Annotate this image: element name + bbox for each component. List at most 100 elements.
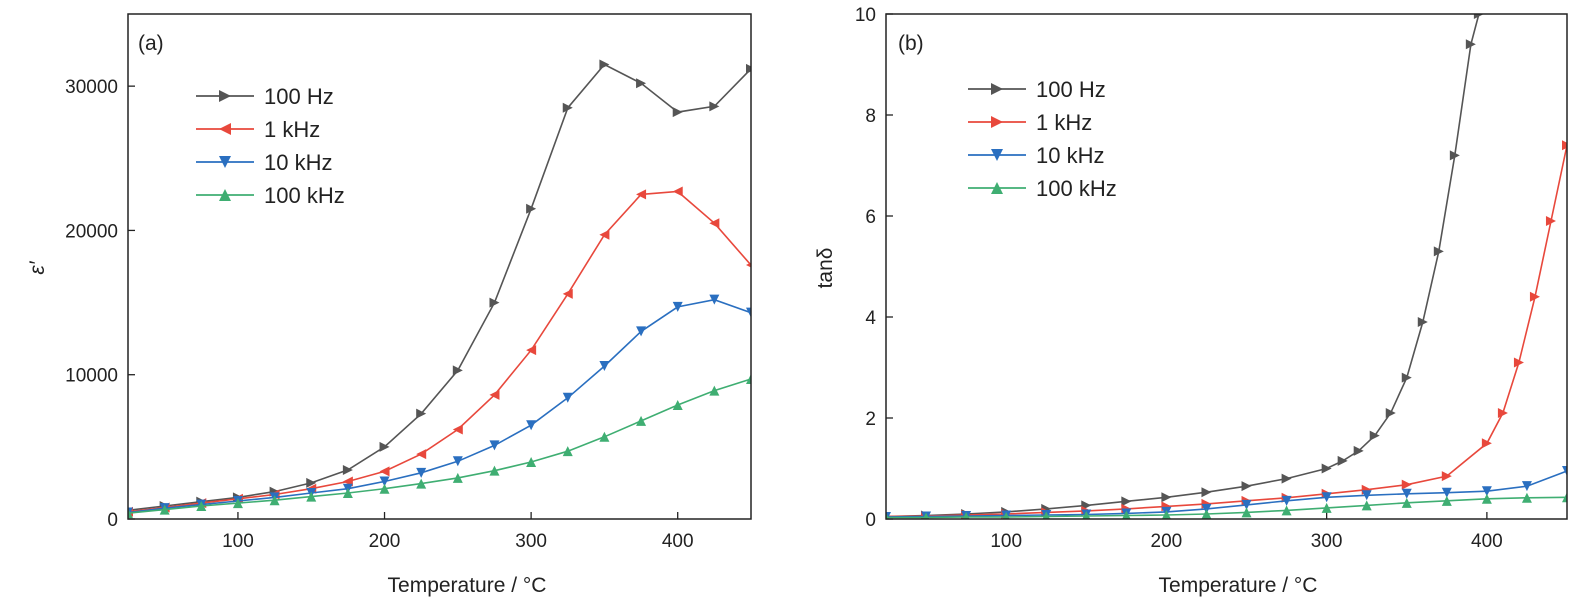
data-point-100-khz bbox=[922, 512, 930, 519]
data-point-100-khz bbox=[636, 415, 647, 426]
data-point-100-khz bbox=[196, 501, 207, 512]
data-point-100-hz bbox=[1417, 317, 1428, 328]
panel-a-ylabel: ε′ bbox=[26, 260, 49, 274]
y-tick-label: 2 bbox=[865, 409, 876, 430]
legend-marker-100-khz bbox=[219, 189, 231, 201]
y-tick-label: 20000 bbox=[65, 221, 118, 242]
data-point-10-khz bbox=[1441, 487, 1452, 498]
legend-label-100-khz: 100 kHz bbox=[264, 183, 345, 208]
data-point-100-khz bbox=[962, 511, 970, 519]
y-tick-label: 10000 bbox=[65, 366, 118, 387]
data-point-10-khz bbox=[1521, 481, 1532, 492]
legend-marker-100-khz bbox=[991, 182, 1003, 194]
data-point-100-hz bbox=[1385, 407, 1396, 418]
panel-b-series bbox=[886, 14, 1567, 519]
legend-label-10-khz: 10 kHz bbox=[1036, 143, 1104, 168]
legend-marker-1-khz bbox=[991, 116, 1003, 128]
data-point-100-hz bbox=[672, 107, 683, 118]
data-point-100-hz bbox=[1201, 487, 1212, 498]
data-point-100-khz bbox=[416, 478, 427, 489]
data-point-10-khz bbox=[526, 420, 537, 431]
data-point-10-khz bbox=[562, 392, 573, 403]
data-point-1-khz bbox=[599, 229, 610, 240]
data-point-100-khz bbox=[599, 431, 610, 442]
legend-marker-100-hz bbox=[219, 90, 231, 102]
data-point-100-khz bbox=[1521, 492, 1532, 503]
data-point-100-hz bbox=[1433, 246, 1444, 257]
data-point-1-khz bbox=[1441, 471, 1452, 482]
legend-label-100-khz: 100 kHz bbox=[1036, 176, 1117, 201]
data-point-100-khz bbox=[562, 446, 573, 457]
panel-a: (a) Temperature / °C ε′ 100 200 300 4000100… bbox=[26, 13, 752, 597]
y-tick-label: 10 bbox=[855, 5, 876, 26]
legend-marker-10-khz bbox=[991, 149, 1003, 161]
x-tick-label: 200 bbox=[1151, 531, 1183, 552]
data-point-1-khz bbox=[452, 424, 463, 435]
data-point-100-khz bbox=[159, 504, 170, 515]
data-point-1-khz bbox=[562, 288, 573, 299]
data-point-100-khz bbox=[1321, 502, 1332, 513]
data-point-100-hz bbox=[1337, 455, 1348, 466]
data-point-100-hz bbox=[746, 63, 751, 74]
y-tick-label: 30000 bbox=[65, 77, 118, 98]
data-point-100-khz bbox=[342, 488, 353, 499]
y-tick-label: 6 bbox=[865, 207, 876, 228]
data-point-1-khz bbox=[1529, 291, 1540, 302]
panel-b-label: (b) bbox=[898, 32, 924, 55]
data-point-100-hz bbox=[1281, 473, 1292, 484]
data-point-100-khz bbox=[232, 498, 243, 509]
panel-b-xlabel: Temperature / °C bbox=[1159, 574, 1318, 597]
legend-marker-1-khz bbox=[219, 123, 231, 135]
panel-b: (b) Temperature / °C tanδ 100 200 300 400 0 2… bbox=[814, 5, 1568, 597]
data-point-10-khz bbox=[1281, 495, 1292, 506]
series-line-1-khz bbox=[886, 145, 1567, 518]
y-tick-label: 4 bbox=[865, 308, 876, 329]
data-point-100-hz bbox=[1241, 481, 1252, 492]
series-line-100-khz bbox=[128, 378, 751, 514]
panel-b-ylabel: tanδ bbox=[814, 248, 837, 289]
data-point-10-khz bbox=[1321, 492, 1332, 503]
data-point-10-khz bbox=[1361, 490, 1372, 501]
data-point-1-khz bbox=[1545, 216, 1556, 227]
data-point-100-khz bbox=[1161, 509, 1171, 519]
panel-a-xlabel: Temperature / °C bbox=[388, 574, 547, 597]
data-point-100-hz bbox=[1401, 372, 1412, 383]
data-point-100-hz bbox=[416, 408, 427, 419]
data-point-10-khz bbox=[599, 361, 610, 372]
data-point-100-hz bbox=[709, 101, 720, 112]
data-point-10-khz bbox=[1401, 488, 1412, 499]
x-tick-label: 300 bbox=[1311, 531, 1343, 552]
data-point-10-khz bbox=[709, 294, 720, 305]
data-point-100-hz bbox=[379, 441, 390, 452]
legend-marker-10-khz bbox=[219, 156, 231, 168]
legend-marker-100-hz bbox=[991, 83, 1003, 95]
data-point-100-hz bbox=[1161, 492, 1172, 503]
data-point-10-khz bbox=[1562, 466, 1567, 477]
data-point-100-hz bbox=[1121, 496, 1132, 507]
panel-b-ticks: 100 200 300 400 0 2 4 6 8 10 bbox=[855, 5, 1503, 552]
data-point-100-hz bbox=[1321, 463, 1332, 474]
data-point-100-hz bbox=[342, 464, 353, 475]
data-point-10-khz bbox=[672, 301, 683, 312]
data-point-100-khz bbox=[1082, 510, 1091, 519]
series-line-100-khz bbox=[886, 496, 1567, 519]
data-point-10-khz bbox=[379, 476, 390, 487]
data-point-100-hz bbox=[1473, 14, 1484, 19]
x-tick-label: 100 bbox=[222, 531, 254, 552]
panel-a-series bbox=[128, 59, 751, 519]
y-tick-label: 0 bbox=[107, 510, 118, 531]
data-point-10-khz bbox=[636, 326, 647, 337]
panel-a-label: (a) bbox=[138, 32, 164, 55]
x-tick-label: 400 bbox=[1471, 531, 1503, 552]
data-point-100-khz bbox=[1002, 511, 1010, 519]
x-tick-label: 300 bbox=[515, 531, 547, 552]
data-point-100-khz bbox=[1441, 495, 1452, 506]
panel-b-legend: 100 Hz 1 kHz 10 kHz 100 kHz bbox=[968, 77, 1117, 201]
data-point-100-hz bbox=[599, 59, 610, 70]
data-point-100-khz bbox=[1042, 511, 1051, 519]
data-point-1-khz bbox=[416, 449, 427, 460]
data-point-100-khz bbox=[1562, 492, 1567, 503]
data-point-100-khz bbox=[269, 495, 280, 506]
legend-label-1-khz: 1 kHz bbox=[264, 117, 320, 142]
